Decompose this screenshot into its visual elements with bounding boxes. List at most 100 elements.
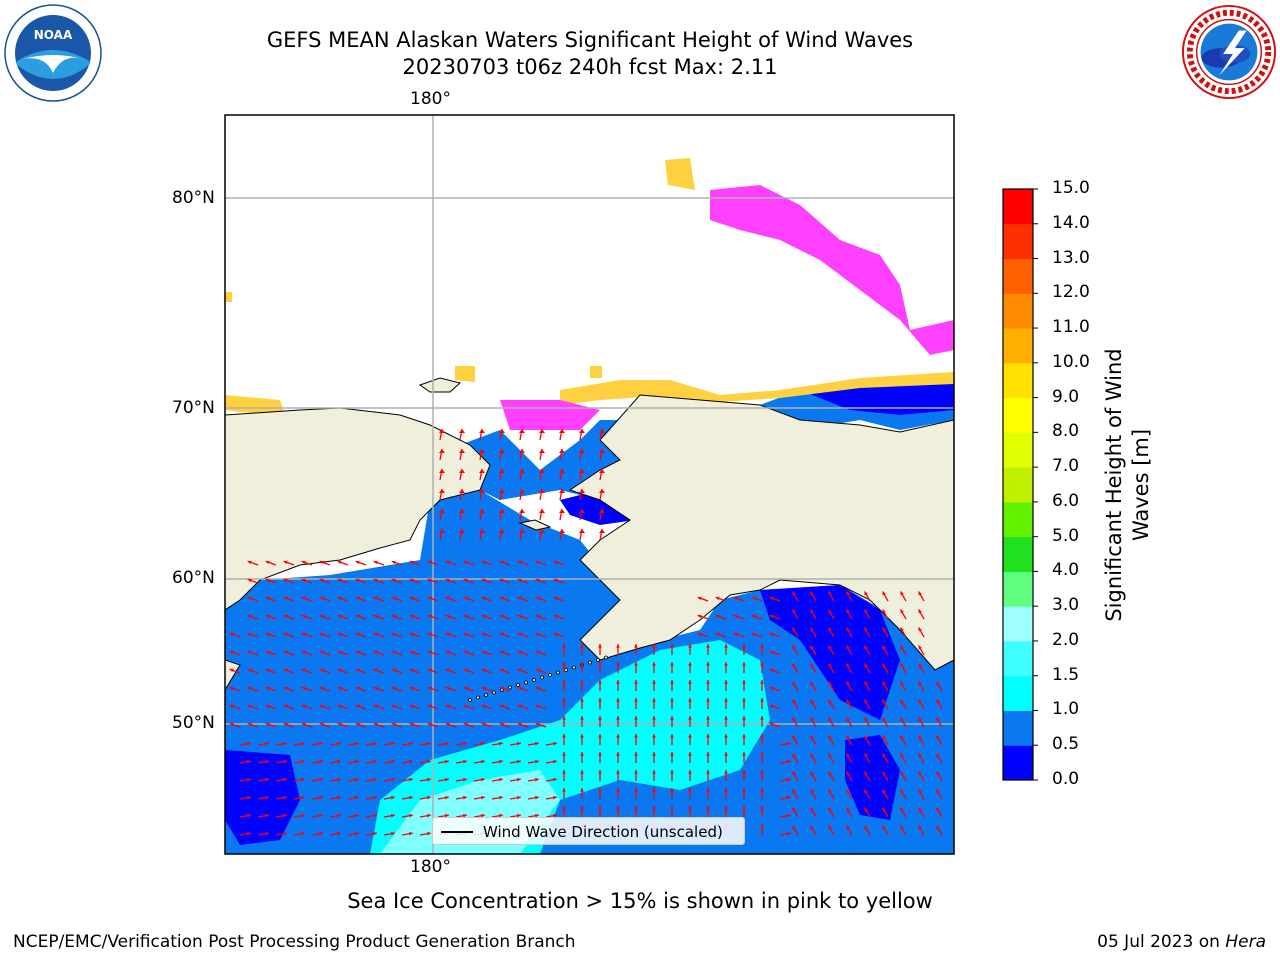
wave-direction-arrowhead <box>882 663 886 668</box>
wave-direction-arrowhead <box>337 777 341 782</box>
wave-direction-arrowhead <box>792 645 796 650</box>
wave-direction-arrowhead <box>706 770 710 774</box>
wave-direction-arrowhead <box>828 609 832 614</box>
wave-direction-arrowhead <box>751 614 756 619</box>
wave-direction-arrowhead <box>688 806 692 810</box>
wave-direction-arrowhead <box>697 632 702 637</box>
wave-direction-arrowhead <box>724 662 728 666</box>
wave-direction-arrowhead <box>373 759 377 764</box>
wave-direction-arrowhead <box>688 698 692 702</box>
wave-direction-arrowhead <box>599 529 605 533</box>
wave-direction-arrowhead <box>882 591 886 596</box>
colorbar-frame <box>1002 188 1034 781</box>
wave-direction-arrowhead <box>481 650 486 655</box>
wave-direction-arrowhead <box>760 806 764 810</box>
wave-direction-arrowhead <box>553 632 558 637</box>
wave-direction-arrowhead <box>810 699 814 704</box>
wave-direction-arrowhead <box>391 632 396 637</box>
wave-direction-arrowhead <box>535 759 539 764</box>
wave-direction-arrowhead <box>439 449 445 453</box>
wave-direction-arrowhead <box>439 469 445 473</box>
wave-direction-arrowhead <box>652 806 656 810</box>
wave-direction-arrowhead <box>355 632 360 637</box>
wave-direction-arrowhead <box>742 680 746 684</box>
wave-direction-arrowhead <box>283 759 287 764</box>
wave-direction-arrowhead <box>900 771 904 776</box>
wave-direction-arrowhead <box>355 813 359 818</box>
wave-direction-arrowhead <box>936 681 940 686</box>
wave-direction-arrowhead <box>391 650 396 655</box>
wave-direction-arrowhead <box>481 704 486 709</box>
wave-direction-arrowhead <box>355 560 360 565</box>
wave-direction-arrowhead <box>742 698 746 702</box>
wave-direction-arrowhead <box>810 735 814 740</box>
wave-direction-arrowhead <box>265 686 270 691</box>
wave-direction-arrowhead <box>355 668 360 673</box>
wave-direction-arrowhead <box>670 680 674 684</box>
wave-direction-arrowhead <box>427 741 431 746</box>
wave-direction-arrowhead <box>553 777 557 782</box>
wave-direction-arrowhead <box>810 681 814 686</box>
colorbar-segment <box>1003 745 1033 781</box>
wave-direction-arrowhead <box>715 596 720 601</box>
wave-direction-arrowhead <box>427 686 432 691</box>
wave-direction-arrowhead <box>319 795 323 800</box>
wave-direction-arrowhead <box>688 788 692 792</box>
wave-direction-arrowhead <box>337 632 342 637</box>
wave-direction-arrowhead <box>229 722 234 727</box>
colorbar-segment <box>1003 432 1033 468</box>
wave-direction-arrowhead <box>616 662 620 666</box>
aleutian-island <box>596 658 600 662</box>
wave-direction-arrowhead <box>598 644 602 648</box>
wave-direction-arrowhead <box>760 716 764 720</box>
wave-direction-arrowhead <box>391 668 396 673</box>
colorbar-tick-label: 1.5 <box>1052 664 1080 685</box>
wave-direction-arrowhead <box>616 644 620 648</box>
footer-host: Hera <box>1225 932 1266 952</box>
wave-direction-arrowhead <box>337 686 342 691</box>
colorbar-tick-label: 10.0 <box>1052 351 1090 372</box>
wave-direction-arrowhead <box>409 560 414 565</box>
wave-direction-arrowhead <box>445 632 450 637</box>
wave-direction-arrowhead <box>319 813 323 818</box>
wave-direction-arrowhead <box>409 777 413 782</box>
wave-direction-arrowhead <box>459 509 465 513</box>
wave-direction-arrowhead <box>319 759 323 764</box>
wave-direction-arrowhead <box>787 795 791 800</box>
wave-direction-arrowhead <box>864 681 868 686</box>
aleutian-island <box>548 673 552 677</box>
wave-direction-arrowhead <box>936 717 940 722</box>
wave-direction-arrowhead <box>439 509 445 513</box>
wave-direction-arrowhead <box>373 668 378 673</box>
wave-direction-arrowhead <box>864 699 868 704</box>
wave-direction-arrowhead <box>742 806 746 810</box>
wave-direction-arrowhead <box>391 596 396 601</box>
wave-direction-arrowhead <box>479 529 485 533</box>
wave-direction-arrowhead <box>499 686 504 691</box>
wave-direction-arrowhead <box>724 806 728 810</box>
wave-direction-arrowhead <box>724 788 728 792</box>
wave-direction-arrowhead <box>409 650 414 655</box>
wave-direction-arrowhead <box>355 614 360 619</box>
wave-direction-arrowhead <box>445 668 450 673</box>
wave-direction-arrowhead <box>787 777 791 782</box>
wave-direction-arrowhead <box>283 795 287 800</box>
wave-direction-arrowhead <box>427 813 431 818</box>
lon-label-bottom: 180° <box>410 857 451 877</box>
wave-direction-arrowhead <box>409 831 413 836</box>
wave-direction-arrowhead <box>499 704 504 709</box>
wave-direction-arrowhead <box>517 560 522 565</box>
aleutian-island <box>492 690 496 695</box>
wave-direction-arrowhead <box>519 449 525 453</box>
wave-direction-arrowhead <box>445 650 450 655</box>
wave-direction-arrowhead <box>355 650 360 655</box>
wave-direction-arrowhead <box>769 722 774 727</box>
wave-direction-arrowhead <box>301 704 306 709</box>
wave-direction-arrowhead <box>706 806 710 810</box>
wave-direction-arrowhead <box>517 578 522 583</box>
wave-direction-arrowhead <box>553 578 558 583</box>
wave-direction-arrowhead <box>283 668 288 673</box>
wave-direction-arrowhead <box>688 752 692 756</box>
wave-direction-arrowhead <box>787 813 791 818</box>
colorbar-segment <box>1003 362 1033 399</box>
